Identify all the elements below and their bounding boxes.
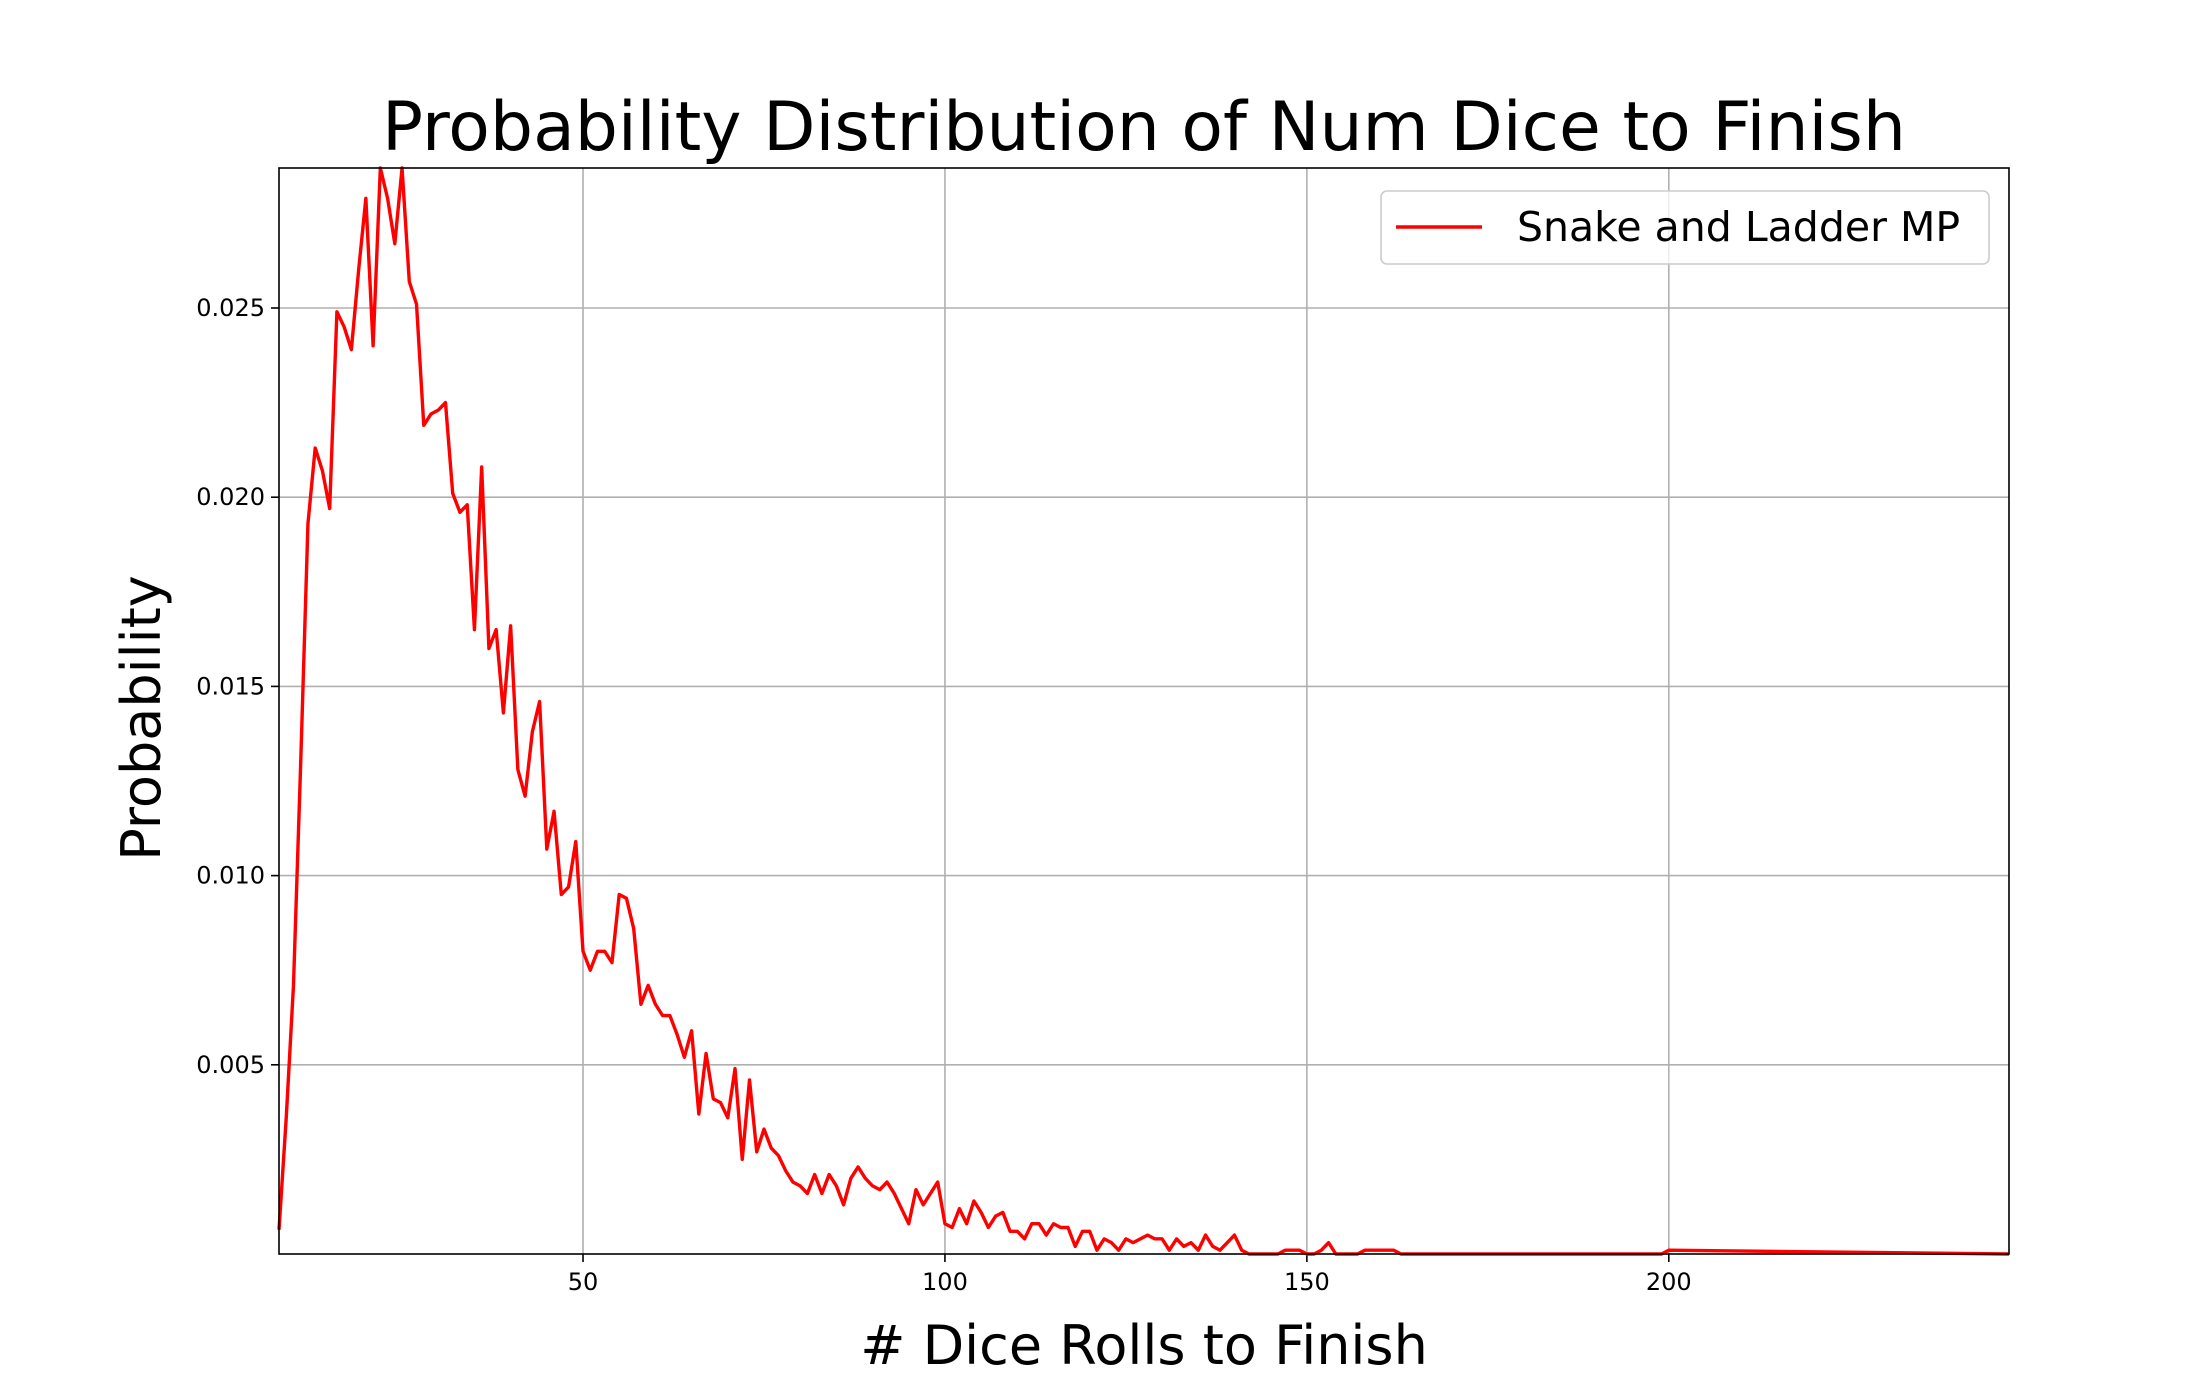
data-line: [277, 166, 2010, 1256]
y-axis-label: Probability: [110, 575, 173, 860]
legend-box: [1380, 190, 1990, 265]
chart-title: Probability Distribution of Num Dice to …: [382, 88, 1906, 167]
y-tick-label: 0.025: [196, 294, 265, 322]
y-tick-label: 0.015: [196, 672, 265, 700]
x-tick-label: 50: [568, 1268, 599, 1296]
plot-area: [277, 166, 2010, 1256]
x-axis-label: # Dice Rolls to Finish: [860, 1314, 1428, 1377]
grid: 50 100 150 200 0.005 0.010 0.015 0.020 0.025: [196, 168, 2009, 1296]
y-tick-label: 0.020: [196, 483, 265, 511]
legend: Snake and Ladder MP: [1380, 190, 1990, 265]
x-tick-label: 150: [1284, 1268, 1330, 1296]
y-tick-label: 0.005: [196, 1051, 265, 1079]
legend-label: Snake and Ladder MP: [1517, 203, 1960, 251]
x-tick-label: 100: [922, 1268, 968, 1296]
axes-frame: [278, 167, 2010, 1255]
x-tick-label: 200: [1646, 1268, 1692, 1296]
y-tick-label: 0.010: [196, 862, 265, 890]
